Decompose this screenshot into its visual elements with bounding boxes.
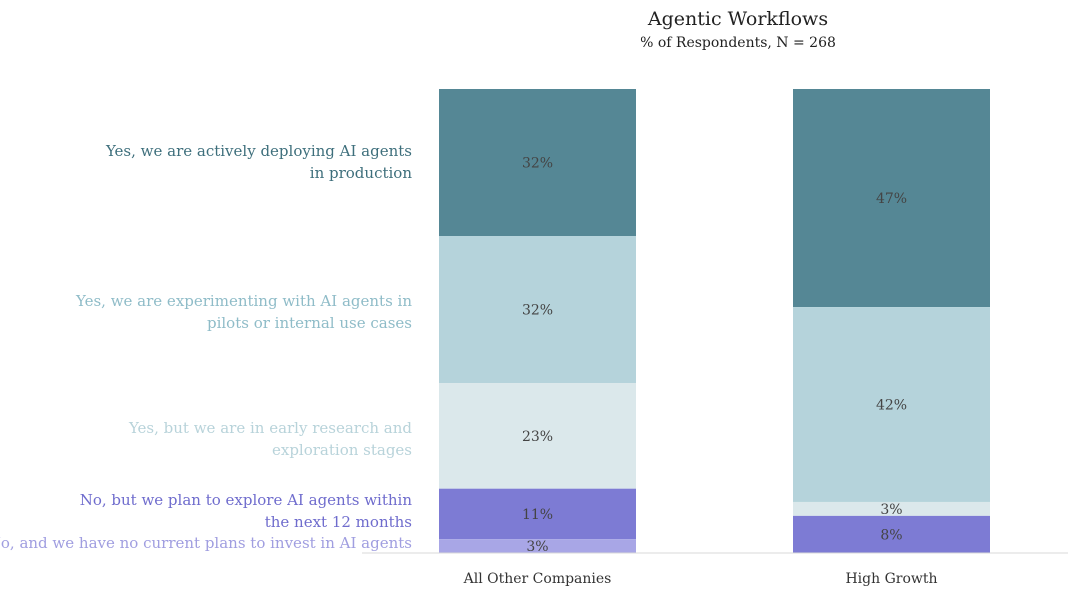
bar-segment — [793, 515, 990, 553]
bar-segment — [439, 236, 636, 384]
legend-item: Yes, we are experimenting with AI agents… — [75, 292, 412, 332]
bar-segment — [793, 307, 990, 502]
data-label: 42% — [876, 398, 907, 414]
bar-segment — [439, 539, 636, 553]
data-label: 47% — [876, 191, 907, 207]
data-label: 3% — [880, 502, 902, 518]
data-label: 32% — [522, 303, 553, 319]
data-label: 3% — [526, 539, 548, 555]
data-label: 8% — [880, 527, 902, 543]
legend-item: No, and we have no current plans to inve… — [0, 534, 412, 552]
x-tick-label: High Growth — [845, 571, 937, 587]
bar-segment — [793, 89, 990, 308]
chart-title: Agentic Workflows — [647, 8, 828, 30]
legend: Yes, we are actively deploying AI agents… — [0, 142, 412, 552]
legend-item: No, but we plan to explore AI agents wit… — [80, 491, 413, 531]
x-axis-labels: All Other Companies High Growth — [463, 571, 938, 587]
bar-segment — [439, 89, 636, 237]
chart-subtitle: % of Respondents, N = 268 — [640, 35, 836, 51]
legend-item: Yes, but we are in early research and exp… — [128, 419, 412, 459]
bar-segment — [439, 488, 636, 540]
bar-segment — [439, 383, 636, 489]
bars-group: 32% 32% 23% 11% 3% 47% 42% 3% 8% — [439, 89, 990, 555]
data-label: 23% — [522, 429, 553, 445]
x-tick-label: All Other Companies — [463, 571, 612, 587]
data-label: 32% — [522, 156, 553, 172]
bar-segment — [793, 501, 990, 516]
legend-item: Yes, we are actively deploying AI agents… — [105, 142, 412, 182]
data-label: 11% — [522, 507, 553, 523]
